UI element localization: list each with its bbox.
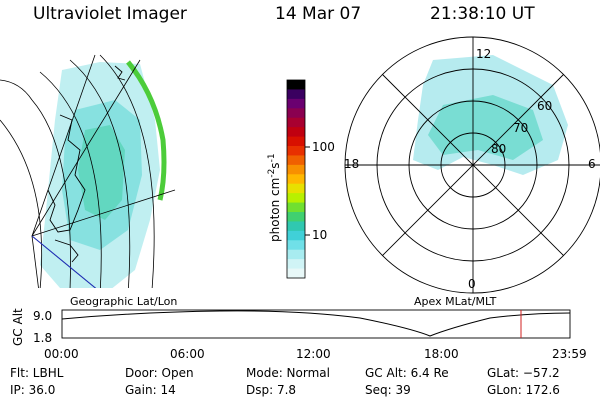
right-panel-label: Apex MLat/MLT [414, 295, 497, 308]
altplot-ytick-1: 1.8 [33, 331, 52, 345]
info-ip: IP: 36.0 [10, 383, 56, 397]
instrument-title: Ultraviolet Imager [33, 4, 187, 24]
colorbar-swatch [287, 136, 305, 147]
colorbar-swatch [287, 202, 305, 213]
colorbar-swatch [287, 230, 305, 241]
colorbar-tick-10: 10 [312, 228, 327, 242]
colorbar [287, 80, 305, 279]
info-glon: GLon: 172.6 [487, 383, 560, 397]
colorbar-swatch [287, 155, 305, 166]
colorbar-swatch [287, 259, 305, 270]
altplot-ytick-9: 9.0 [33, 309, 52, 323]
colorbar-unit-label: photon cm-2s-1 [267, 153, 282, 242]
mlat-label-60: 60 [537, 99, 552, 113]
info-dsp: Dsp: 7.8 [246, 383, 297, 397]
colorbar-swatch [287, 89, 305, 100]
info-glat: GLat: −57.2 [487, 366, 560, 380]
colorbar-swatch [287, 240, 305, 251]
altitude-plot-frame [61, 309, 571, 339]
colorbar-swatch [287, 146, 305, 156]
altplot-xtick-3: 18:00 [424, 347, 459, 361]
info-gain: Gain: 14 [125, 383, 176, 397]
altplot-xtick-2: 12:00 [296, 347, 331, 361]
altplot-xtick-0: 00:00 [44, 347, 79, 361]
colorbar-swatch [287, 98, 305, 109]
mlat-label-70: 70 [513, 121, 528, 135]
info-mode: Mode: Normal [246, 366, 330, 380]
left-panel-label: Geographic Lat/Lon [70, 295, 177, 308]
observation-time: 21:38:10 UT [430, 4, 535, 24]
info-seq: Seq: 39 [365, 383, 411, 397]
colorbar-swatch [287, 268, 305, 279]
colorbar-swatch [287, 249, 305, 260]
colorbar-swatch [287, 108, 305, 119]
info-door: Door: Open [125, 366, 194, 380]
auroral-arc [126, 60, 167, 201]
mlat-label-80: 80 [491, 142, 506, 156]
colorbar-swatch [287, 183, 305, 194]
observation-date: 14 Mar 07 [275, 4, 362, 24]
colorbar-swatch [287, 127, 305, 138]
colorbar-swatch [287, 212, 305, 222]
altplot-xtick-4: 23:59 [552, 347, 587, 361]
mlt-label-6: 6 [588, 157, 596, 171]
colorbar-swatch [287, 221, 305, 232]
altplot-xtick-1: 06:00 [170, 347, 205, 361]
colorbar-swatch [287, 193, 305, 204]
altitude-curve [61, 310, 571, 337]
mlt-label-18: 18 [344, 157, 359, 171]
info-flt: Flt: LBHL [10, 366, 64, 380]
mlt-label-0: 0 [468, 277, 476, 291]
info-gcalt: GC Alt: 6.4 Re [365, 366, 449, 380]
mlt-label-12: 12 [476, 47, 491, 61]
colorbar-swatch [287, 117, 305, 128]
colorbar-tick-100: 100 [312, 140, 335, 154]
colorbar-swatch [287, 174, 305, 185]
colorbar-swatch [287, 164, 305, 175]
polar-plot [344, 36, 600, 294]
altplot-ylabel: GC Alt [11, 308, 25, 346]
colorbar-swatch [287, 80, 305, 90]
